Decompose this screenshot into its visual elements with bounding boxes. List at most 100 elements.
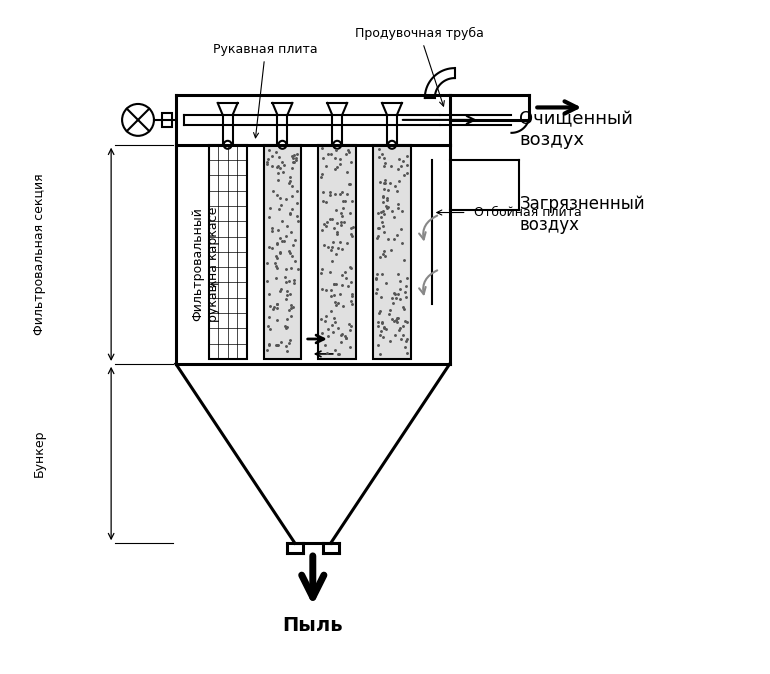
Point [380,278,392,288]
Point [281,221,293,232]
Point [320,220,332,231]
Point [375,292,387,303]
Point [381,185,393,195]
Point [283,248,296,259]
Bar [263,145,301,359]
Point [280,293,293,304]
Point [399,342,411,353]
Point [270,260,282,271]
Point [280,322,292,333]
Point [290,152,303,163]
Point [266,151,278,162]
Point [290,210,303,221]
Point [372,320,384,331]
Point [382,202,394,213]
Point [343,179,356,189]
Point [372,317,384,328]
Point [335,208,347,218]
Point [377,317,389,328]
Point [340,189,353,200]
Point [379,158,391,168]
Point [330,299,342,310]
Point [291,186,303,197]
Point [276,157,288,168]
Point [340,167,353,178]
Point [280,264,293,275]
Point [340,333,352,344]
Point [318,219,330,230]
Point [266,185,279,196]
Point [370,273,383,284]
Point [373,144,385,154]
Point [322,149,334,160]
Point [329,164,341,175]
Point [339,331,351,342]
Point [374,252,387,263]
Point [317,187,330,197]
Circle shape [279,141,286,149]
Point [285,311,297,321]
Point [276,236,288,247]
Point [371,283,383,294]
Point [344,324,357,335]
Point [263,339,275,350]
Point [382,234,394,245]
Point [398,255,410,266]
Point [320,285,333,296]
Point [341,237,353,248]
Point [336,270,348,280]
Point [325,148,337,159]
Point [334,288,346,299]
Point [400,159,413,170]
Point [372,208,384,218]
Point [287,150,300,160]
Point [331,228,343,239]
Point [272,175,284,185]
Text: Отбойная плита: Отбойная плита [474,206,581,219]
Point [387,287,400,298]
Point [322,330,334,341]
Point [332,298,344,309]
Point [335,330,347,340]
Point [379,175,391,185]
Point [340,149,352,160]
Point [263,145,275,156]
Point [284,208,296,218]
Point [375,206,387,217]
Point [335,217,347,228]
Point [278,160,290,171]
Point [286,251,298,262]
Point [271,190,283,201]
Point [322,324,334,334]
Point [286,162,298,173]
Point [394,160,407,171]
Point [384,178,397,189]
Point [393,325,405,336]
Point [343,146,355,157]
Point [264,324,276,335]
Point [262,320,274,331]
Point [386,313,398,324]
Point [346,222,359,233]
Point [276,216,288,226]
Point [330,226,343,237]
Point [285,299,297,310]
Point [339,196,351,207]
Point [393,322,406,333]
Point [283,175,296,186]
Point [400,273,413,284]
Point [376,149,388,160]
Point [390,181,402,191]
Text: Продувочная труба: Продувочная труба [356,27,484,106]
Point [271,340,283,350]
Point [389,330,401,340]
Point [278,235,290,246]
Point [344,342,357,353]
Point [270,250,283,261]
Point [399,315,411,326]
Point [266,161,278,172]
Point [327,326,340,337]
Point [392,313,404,324]
Point [330,145,342,156]
Point [270,162,283,173]
